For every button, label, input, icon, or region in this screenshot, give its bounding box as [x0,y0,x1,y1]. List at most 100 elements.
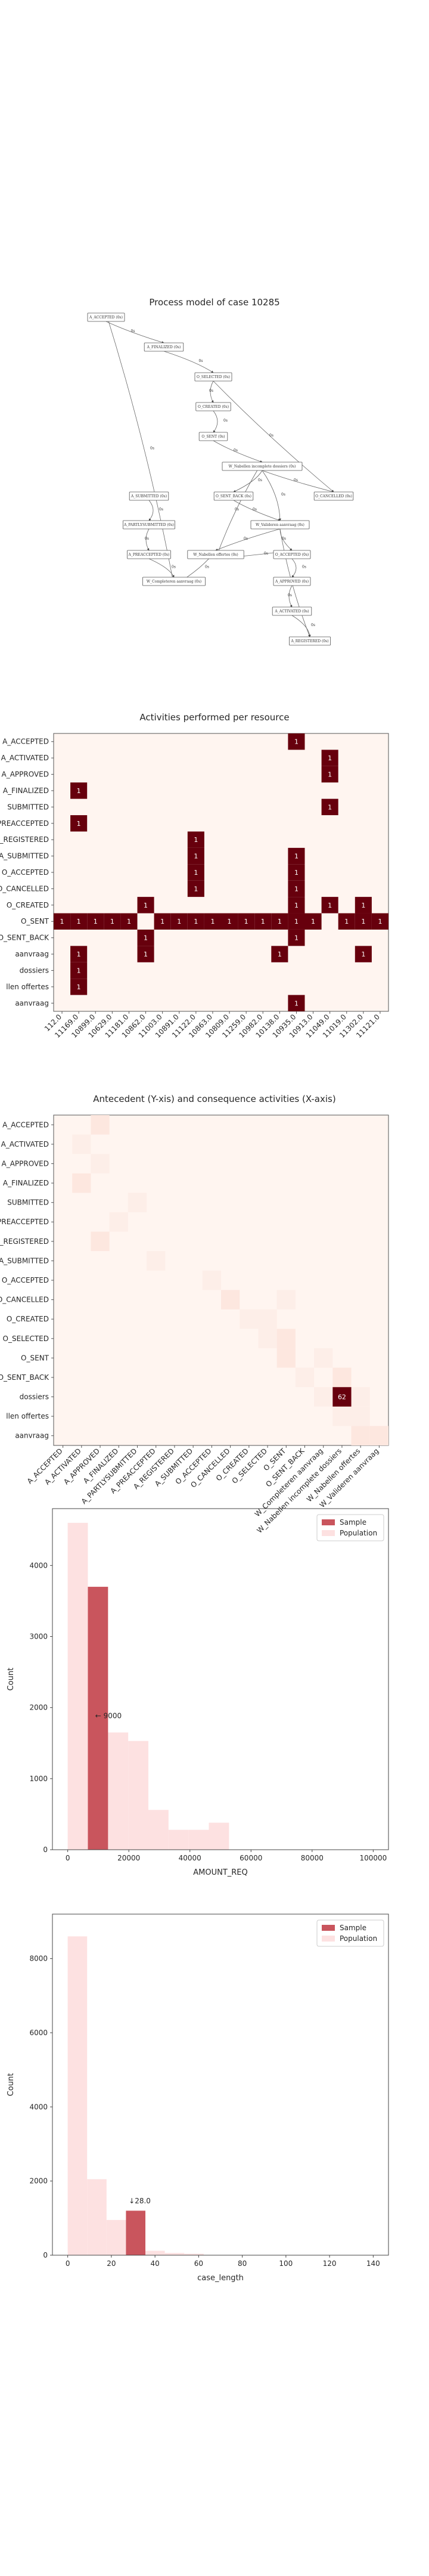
diagram-edge-label: 0s [159,507,163,512]
heatmap-cell [202,1270,221,1290]
heatmap-cell-value: 1 [160,918,164,925]
heatmap-cell [137,946,154,962]
heatmap-cell [120,913,138,930]
heatmap-cell-value: 1 [60,918,64,925]
diagram-edge [213,410,218,433]
heatmap-cell [332,1406,352,1426]
heatmap-frame [53,733,389,1012]
heatmap-row-label: O_SENT [21,917,49,925]
diagram-node: A_FINALIZED (0s) [144,342,184,352]
x-tick-label: 140 [366,2259,380,2268]
diagram-node-box [222,462,303,471]
heatmap-cell [288,995,305,1011]
heatmap-cell [304,913,322,930]
diagram-edge [105,312,175,586]
diagram-edge-label: 0s [209,389,213,393]
diagram-edge-label: 0s [294,478,298,482]
heatmap-row-label: O_SENT_BACK [0,1373,49,1382]
diagram-node: W_Valideren aanvraag (0s) [250,520,310,530]
resource-heatmap-col-labels: 112.011169.010899.010629.011181.010862.0… [43,1011,381,1039]
heatmap-cell-value: 1 [228,918,232,925]
heatmap-cell-value: 1 [77,787,81,795]
heatmap-cell [276,1290,296,1309]
x-tick-label: 20000 [117,1854,140,1862]
diagram-node-box [122,520,175,530]
diagram-title: Process model of case 10285 [149,297,279,308]
heatmap-cell [54,913,71,930]
diagram-edge-label: 0s [131,329,135,333]
y-tick-label: 0 [43,2251,48,2259]
heatmap-cell [221,1290,240,1309]
heatmap-row-label: A_SUBMITTED [0,852,49,860]
heatmap-cell-value: 1 [77,918,81,925]
x-tick-label: 100 [279,2259,293,2268]
population-bar [128,1741,148,1850]
x-tick-label: 80000 [301,1854,324,1862]
heatmap-row-label: O_SENT [21,1354,49,1362]
diagram-node: A_SUBMITTED (0s) [129,491,169,501]
diagram-node: O_CANCELLED (0s) [313,491,354,501]
heatmap-cell [271,946,288,962]
resource-heatmap-cells: 1 1 1 1 1 1 1 1 1 1 1 1 1 1 1 1 1 1 1 1 1 1 1 1 1 1 1 1 1 1 1 1 1 1 1 1 1 1 1 1… [53,733,389,1012]
heatmap-row-label: llen offertes [6,1412,49,1420]
heatmap-cell [240,1309,259,1329]
population-bar [145,2250,165,2255]
heatmap-cell [321,798,338,816]
heatmap-cell [271,913,288,930]
sample-bar [126,2210,146,2255]
diagram-edge [288,585,293,608]
diagram-node-label: A_PREACCEPTED (0s) [128,553,170,557]
heatmap-cell [70,815,88,832]
heatmap-row-label: aanvraag [15,950,49,958]
case-length-histogram: 0 20 40 60 80 100 120 140 0 2000 4000 6000 8000 case_… [7,1914,389,2283]
antecedent-heatmap-title: Antecedent (Y-xis) and consequence activ… [93,1094,335,1104]
population-bar [87,2179,107,2255]
heatmap-cell [314,1348,333,1368]
diagram-edge [291,558,297,578]
heatmap-cell [288,847,305,865]
heatmap-row-label: O_CREATED [7,1315,49,1323]
heatmap-cell-value: 1 [361,902,365,909]
heatmap-cell-value: 1 [294,902,299,909]
heatmap-cell-value: 1 [378,918,382,925]
x-tick-label: 60000 [240,1854,262,1862]
heatmap-cell [288,929,305,946]
heatmap-cell [288,733,305,750]
annotation: ↓28.0 [129,2197,151,2205]
diagram-node-label: O_ACCEPTED (0s) [275,553,309,557]
heatmap-cell [288,897,305,914]
heatmap-cell [254,913,272,930]
heatmap-cell [72,1134,91,1154]
diagram-edge [145,528,150,551]
diagram-edge [215,462,263,559]
diagram-node: O_SENT_BACK (0s) [213,491,254,501]
diagram-node: W_Nabellen incomplete dossiers (0s) [222,462,303,471]
diagram-edge-label: 0s [269,434,273,438]
heatmap-cell-value: 1 [328,771,332,779]
heatmap-cell [109,1212,128,1232]
heatmap-cell [154,913,171,930]
diagram-node-label: O_SENT (0s) [201,435,225,439]
heatmap-cell-value: 1 [77,983,81,991]
diagram-edge [213,440,263,463]
heatmap-cell [91,1154,110,1174]
diagram-node-box [288,636,331,646]
heatmap-row-label: A_REGISTERED [0,835,49,844]
heatmap-cell-value: 1 [294,738,299,746]
heatmap-cell [104,913,121,930]
heatmap-cell [91,1231,110,1252]
heatmap-row-label: O_CREATED [7,901,49,909]
heatmap-cell [369,1426,388,1445]
heatmap-cell-value: 1 [144,950,148,958]
heatmap-cell-value: 1 [361,950,365,958]
heatmap-cell [238,913,255,930]
heatmap-cell [70,913,88,930]
diagram-node-label: O_CANCELLED (0s) [315,494,352,499]
heatmap-row-label: A_SUBMITTED [0,1256,49,1265]
heatmap-row-label: O_SENT_BACK [0,934,49,942]
diagram-node-label: W_Nabellen offertes (0s) [193,553,238,557]
heatmap-cell-value: 1 [244,918,248,925]
diagram-node-label: W_Valideren aanvraag (0s) [256,523,304,527]
diagram-node: A_APPROVED (0s) [273,577,311,586]
heatmap-row-label: O_CANCELLED [0,884,49,893]
